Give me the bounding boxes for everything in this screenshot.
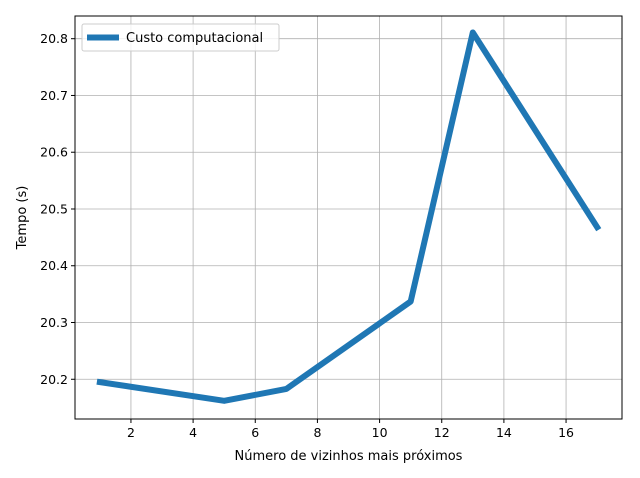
legend-entry-custo-computacional: Custo computacional xyxy=(126,31,263,46)
legend-box xyxy=(81,23,280,52)
y-tick-label: 20.5 xyxy=(40,201,68,216)
plot-area xyxy=(96,29,602,404)
x-tick-label: 6 xyxy=(251,425,259,440)
y-axis-label: Tempo (s) xyxy=(15,186,30,251)
y-tick-label: 20.7 xyxy=(40,88,68,103)
y-tick-label: 20.3 xyxy=(40,315,68,330)
axes-frame xyxy=(74,15,623,420)
legend: Custo computacional xyxy=(81,23,280,52)
y-tick-label: 20.2 xyxy=(40,372,68,387)
y-axis-ticks: 20.2 20.3 20.4 20.5 20.6 20.7 20.8 xyxy=(40,31,75,387)
x-tick-label: 12 xyxy=(434,425,450,440)
x-axis-label: Número de vizinhos mais próximos xyxy=(235,449,463,464)
x-axis-ticks: 2 4 6 8 10 12 14 16 xyxy=(127,419,574,440)
grid-lines xyxy=(75,16,622,419)
x-tick-label: 14 xyxy=(496,425,512,440)
y-tick-label: 20.8 xyxy=(40,31,68,46)
x-tick-label: 16 xyxy=(558,425,574,440)
series-line-custo-computacional xyxy=(96,29,602,404)
x-tick-label: 10 xyxy=(372,425,388,440)
y-tick-label: 20.6 xyxy=(40,145,68,160)
x-tick-label: 8 xyxy=(313,425,321,440)
y-tick-label: 20.4 xyxy=(40,258,68,273)
x-tick-label: 2 xyxy=(127,425,135,440)
x-tick-label: 4 xyxy=(189,425,197,440)
